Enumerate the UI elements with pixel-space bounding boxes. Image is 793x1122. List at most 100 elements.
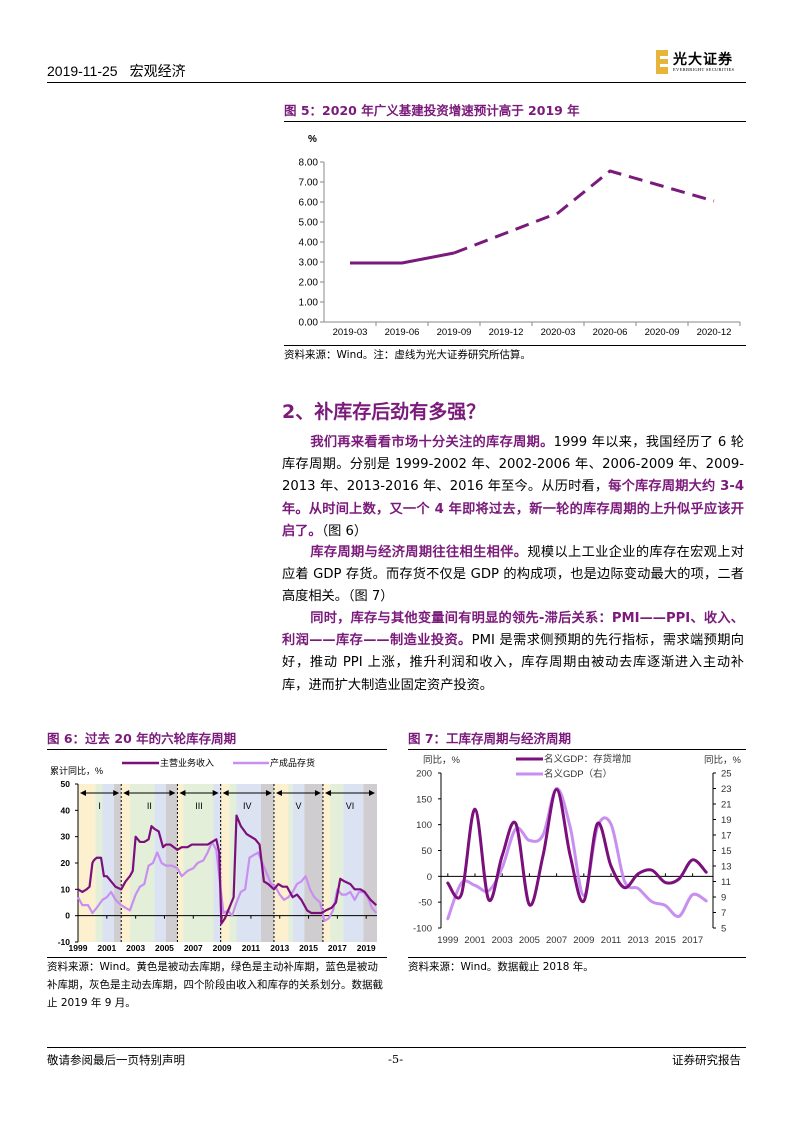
- logo-name-en: EVERBRIGHT SECURITIES: [673, 67, 735, 72]
- legend-label-inventory-change: 名义GDP：存货增加: [544, 753, 631, 765]
- x-tick-label: 2019-06: [385, 327, 420, 338]
- report-category: 宏观经济: [129, 63, 186, 79]
- logo-name-cn: 光大证券: [673, 52, 733, 68]
- paragraph-2-text: 规模以上工业企业的库存在宏观上对应着 GDP 存货。而存货不仅是 GDP 的构成…: [282, 545, 744, 605]
- right-y-tick-label: 5: [721, 924, 726, 935]
- left-axis-title: 同比，%: [423, 754, 461, 766]
- legend-label-inventory: 产成品存货: [270, 757, 315, 768]
- phase-band-active-destock: [114, 784, 122, 942]
- phase-band-active-destock: [304, 784, 323, 942]
- figure7-source-rule: [408, 957, 746, 958]
- y-tick-label: -10: [58, 937, 71, 947]
- estimate-line: [453, 169, 715, 255]
- arrow-left-icon: [275, 790, 282, 796]
- phase-band-passive-restock: [154, 784, 166, 942]
- company-logo: 光大证券 EVERBRIGHT SECURITIES: [656, 50, 746, 76]
- x-tick-label: 1999: [69, 943, 88, 953]
- y-tick-label: 40: [61, 805, 71, 815]
- right-y-tick-label: 21: [721, 800, 732, 811]
- phase-band-active-restock: [95, 784, 103, 942]
- y-tick-label: 10: [61, 884, 71, 894]
- header-divider: [47, 82, 746, 83]
- nominal-gdp-line: [446, 787, 708, 921]
- figure6-source: 资料来源：Wind。黄色是被动去库期，绿色是主动补库期，蓝色是被动补库期，灰色是…: [47, 961, 383, 1009]
- arrow-right-icon: [113, 790, 120, 796]
- phase-band-passive-destock: [121, 784, 130, 942]
- x-tick-label: 2019-03: [333, 327, 368, 338]
- footer-report-type: 证券研究报告: [672, 1053, 741, 1067]
- figure5-chart: % 0.00 1.00 2.00 3.00 4.00 5.00 6.00 7.00 8.00 201…: [299, 134, 741, 338]
- phase-band-passive-destock: [322, 784, 331, 942]
- paragraph-1: 我们再来看看市场十分关注的库存周期。1999 年以来，我国经历了 6 轮库存周期…: [282, 432, 744, 543]
- x-tick-label: 2013: [270, 943, 289, 953]
- cycle-label: III: [195, 801, 203, 811]
- footer-divider: [47, 1047, 746, 1048]
- right-y-tick-label: 11: [721, 877, 731, 888]
- phase-band-active-destock: [220, 784, 222, 942]
- arrow-left-icon: [80, 790, 86, 796]
- x-tick-label: 2020-12: [697, 327, 732, 338]
- y-tick-label: 1.00: [299, 298, 319, 309]
- right-y-tick-label: 17: [721, 831, 732, 842]
- x-tick-label: 2017: [682, 935, 703, 946]
- x-tick-label: 2005: [519, 935, 540, 946]
- phase-band-passive-destock: [177, 784, 184, 942]
- left-y-tick-label: 100: [416, 820, 432, 831]
- arrow-left-icon: [123, 790, 130, 796]
- figure7-title-rule: [408, 749, 746, 750]
- logo-mark-icon: [656, 50, 668, 74]
- arrow-right-icon: [169, 790, 176, 796]
- x-tick-label: 2007: [184, 943, 203, 953]
- page-number: -5-: [388, 1052, 404, 1066]
- right-axis-title: 同比，%: [704, 754, 742, 766]
- y-axis-unit: %: [308, 134, 317, 145]
- right-y-tick-label: 9: [721, 893, 726, 904]
- paragraph-1-bold2: 每个库存周期大约 3-4 年。从时间上数，又一个 4 年即将过去，新一轮的库存周…: [282, 479, 745, 539]
- x-tick-label: 2020-06: [593, 327, 628, 338]
- x-tick-label: 2003: [126, 943, 145, 953]
- phase-band-passive-restock: [292, 784, 305, 942]
- report-date: 2019-11-25: [47, 63, 118, 79]
- legend-label-revenue: 主营业务收入: [160, 757, 214, 768]
- arrow-right-icon: [265, 790, 272, 796]
- legend-label-nominal-gdp: 名义GDP（右）: [544, 768, 612, 780]
- x-tick-label: 2003: [492, 935, 513, 946]
- right-y-tick-label: 25: [721, 769, 732, 780]
- y-tick-label: 4.00: [299, 238, 319, 249]
- report-header: 2019-11-25 宏观经济: [47, 61, 186, 81]
- paragraph-1-text: 1999 年以来，我国经历了 6 轮库存周期。分别是 1999-2002 年、2…: [282, 435, 744, 495]
- y-tick-label: 3.00: [299, 258, 319, 269]
- phase-band-passive-destock: [221, 784, 230, 942]
- x-tick-label: 2001: [97, 943, 116, 953]
- figure5-title: 图 5：2020 年广义基建投资增速预计高于 2019 年: [284, 103, 580, 118]
- arrow-left-icon: [324, 790, 331, 796]
- paragraph-3: 同时，库存与其他变量间有明显的领先-滞后关系：PMI——PPI、收入、利润——库…: [282, 608, 744, 697]
- left-y-tick-label: 200: [416, 769, 432, 780]
- x-tick-label: 2011: [242, 943, 261, 953]
- y-tick-label: 6.00: [299, 198, 319, 209]
- y-tick-label: 20: [61, 858, 71, 868]
- figure6-title: 图 6：过去 20 年的六轮库存周期: [47, 731, 237, 746]
- paragraph-1-bold: 我们再来看看市场十分关注的库存周期。: [310, 435, 554, 450]
- paragraph-3-bold: 同时，库存与其他变量间有明显的领先-滞后关系：PMI——PPI、收入、利润——库…: [282, 611, 744, 649]
- phase-band-passive-restock: [102, 784, 115, 942]
- x-tick-label: 2020-03: [541, 327, 576, 338]
- cycle-label: II: [147, 801, 152, 811]
- right-y-tick-label: 23: [721, 784, 732, 795]
- phase-band-active-destock: [165, 784, 178, 942]
- x-tick-label: 2001: [464, 935, 485, 946]
- figure5-source-rule: [284, 345, 746, 346]
- figure5-title-rule: [284, 121, 746, 122]
- phase-band-active-restock: [330, 784, 344, 942]
- right-y-tick-label: 15: [721, 846, 732, 857]
- arrow-left-icon: [179, 790, 186, 796]
- right-y-tick-label: 13: [721, 862, 732, 873]
- x-tick-label: 2019-12: [489, 327, 524, 338]
- paragraph-2-bold: 库存周期与经济周期往往相生相伴。: [310, 545, 528, 560]
- phase-band-passive-destock: [78, 784, 96, 942]
- y-tick-label: 0.00: [299, 318, 319, 329]
- left-y-tick-label: 0: [427, 872, 432, 883]
- x-tick-label: 2009: [573, 935, 594, 946]
